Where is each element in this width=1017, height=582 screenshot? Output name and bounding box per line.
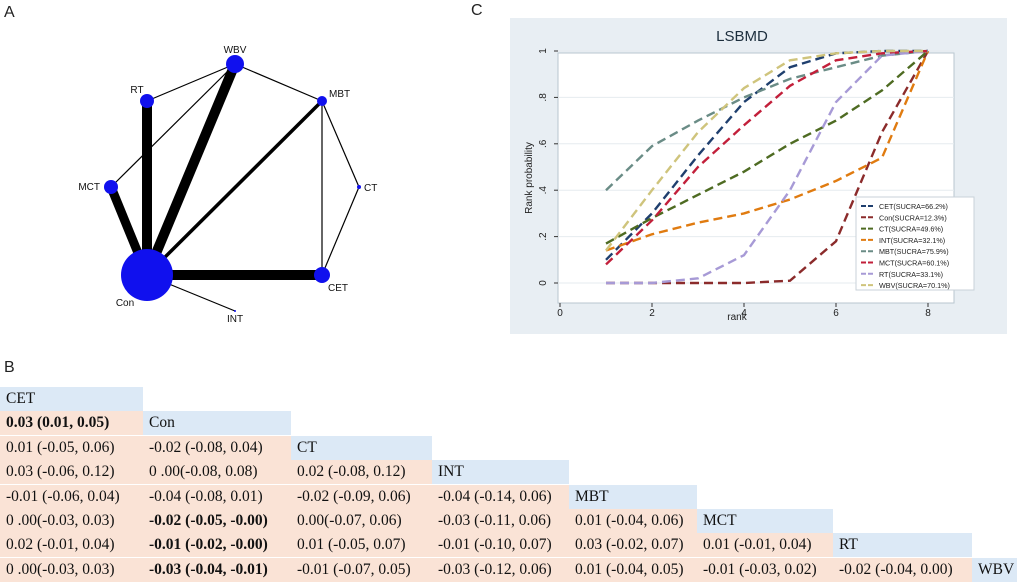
y-tick-label: 1: [538, 48, 549, 54]
league-cell: 0.01 (-0.05, 0.07): [291, 533, 432, 558]
node-label-int: INT: [227, 314, 243, 325]
treatment-header-wbv: WBV: [972, 557, 1017, 582]
node-con: [121, 249, 173, 301]
legend-label: INT(SUCRA=32.1%): [879, 236, 945, 245]
node-label-mbt: MBT: [329, 89, 350, 100]
legend-box: [855, 196, 975, 291]
league-cell: 0.00(-0.07, 0.06): [291, 509, 432, 533]
node-label-ct: CT: [364, 183, 377, 194]
league-cell: 0.02 (-0.08, 0.12): [291, 460, 432, 485]
node-cet: [314, 267, 330, 283]
league-cell: 0.03 (-0.06, 0.12): [0, 460, 143, 485]
league-cell: -0.04 (-0.08, 0.01): [143, 484, 291, 509]
series-line-wbv: [605, 49, 928, 252]
league-cell: 0.01 (-0.04, 0.06): [569, 509, 697, 533]
treatment-header-mbt: MBT: [569, 484, 697, 509]
node-label-wbv: WBV: [224, 45, 247, 56]
x-tick-label: 6: [833, 308, 839, 319]
node-ct: [357, 185, 361, 189]
y-axis-label: Rank probability: [524, 142, 535, 214]
treatment-header-cet: CET: [0, 387, 143, 411]
series-line-ct: [605, 50, 929, 245]
league-cell: 0.03 (0.01, 0.05): [0, 411, 143, 436]
y-tick-label: 0: [538, 280, 549, 286]
league-cell: 0 .00(-0.03, 0.03): [0, 557, 143, 582]
node-label-mct: MCT: [78, 182, 100, 193]
league-cell: -0.02 (-0.05, -0.00): [143, 509, 291, 533]
league-cell: -0.01 (-0.02, -0.00): [143, 533, 291, 558]
node-mct: [104, 180, 118, 194]
panel-label-c: C: [471, 2, 483, 19]
league-cell: -0.04 (-0.14, 0.06): [432, 484, 569, 509]
node-int: [234, 310, 236, 312]
league-cell: -0.01 (-0.06, 0.04): [0, 484, 143, 509]
league-cell: -0.03 (-0.11, 0.06): [432, 509, 569, 533]
league-cell: -0.01 (-0.03, 0.02): [697, 557, 833, 582]
league-cell: 0.01 (-0.04, 0.05): [569, 557, 697, 582]
league-cell: -0.01 (-0.10, 0.07): [432, 533, 569, 558]
chart-title: LSBMD: [716, 28, 768, 45]
legend-label: CT(SUCRA=49.6%): [879, 225, 943, 234]
legend-label: RT(SUCRA=33.1%): [879, 270, 943, 279]
panel-label-a: A: [4, 4, 15, 21]
league-cell: 0.03 (-0.02, 0.07): [569, 533, 697, 558]
legend-label: WBV(SUCRA=70.1%): [879, 281, 950, 290]
y-tick-label: .4: [538, 186, 549, 195]
series-line-rt: [606, 49, 929, 285]
node-rt: [140, 94, 154, 108]
league-cell: 0.01 (-0.05, 0.06): [0, 435, 143, 460]
legend-label: MBT(SUCRA=75.9%): [879, 247, 949, 256]
treatment-header-int: INT: [432, 460, 569, 485]
treatment-header-rt: RT: [833, 533, 972, 558]
edge-mct-wbv: [110, 63, 236, 188]
legend-label: CET(SUCRA=66.2%): [879, 202, 948, 211]
league-table: CET Con CT INT MBT MCT RT WBV 0.03 (0.01, 0.05) 0…: [0, 386, 1017, 582]
network-plot: WBV RT MBT MCT CT CET Con INT: [78, 45, 377, 325]
x-axis-label: rank: [727, 312, 747, 323]
series-line-mbt: [605, 49, 929, 192]
league-cell: -0.02 (-0.08, 0.04): [143, 435, 291, 460]
x-tick-label: 8: [925, 308, 931, 319]
legend-label: Con(SUCRA=12.3%): [879, 213, 947, 222]
league-cell: 0 .00(-0.03, 0.03): [0, 509, 143, 533]
league-cell: 0.01 (-0.01, 0.04): [697, 533, 833, 558]
treatment-header-con: Con: [143, 411, 291, 436]
league-cell: -0.03 (-0.04, -0.01): [143, 557, 291, 582]
node-label-con: Con: [116, 298, 134, 309]
edge-ct-cet: [321, 186, 360, 276]
edge-con-wbv: [142, 62, 240, 277]
edge-rt-wbv: [146, 63, 236, 102]
series-line-int: [605, 50, 930, 252]
x-tick-label: 2: [649, 308, 655, 319]
series-line-mct: [605, 49, 929, 266]
league-cell: -0.01 (-0.07, 0.05): [291, 557, 432, 582]
league-cell: 0 .00(-0.08, 0.08): [143, 460, 291, 485]
treatment-header-ct: CT: [291, 435, 432, 460]
y-tick-label: .8: [538, 93, 549, 102]
legend-label: MCT(SUCRA=60.1%): [879, 259, 949, 268]
league-cell: -0.02 (-0.09, 0.06): [291, 484, 432, 509]
y-tick-label: .6: [538, 139, 549, 148]
node-wbv: [226, 55, 244, 73]
node-label-cet: CET: [328, 283, 348, 294]
series-line-con: [606, 50, 930, 285]
league-cell: -0.03 (-0.12, 0.06): [432, 557, 569, 582]
node-mbt: [317, 96, 327, 106]
panel-label-b: B: [4, 359, 15, 376]
edge-mbt-ct: [321, 100, 360, 188]
league-cell: -0.02 (-0.04, 0.00): [833, 557, 972, 582]
treatment-header-mct: MCT: [697, 509, 833, 533]
y-tick-label: .2: [538, 232, 549, 241]
node-label-rt: RT: [130, 85, 143, 96]
x-tick-label: 4: [741, 308, 747, 319]
edge-con-mbt: [145, 99, 324, 277]
edge-wbv-mbt: [234, 63, 323, 102]
rank-probability-chart: LSBMD rank Rank probability 0 .2 .4 .6 .8 1 0 2…: [510, 18, 1007, 334]
league-cell: 0.02 (-0.01, 0.04): [0, 533, 143, 558]
x-tick-label: 0: [557, 308, 563, 319]
